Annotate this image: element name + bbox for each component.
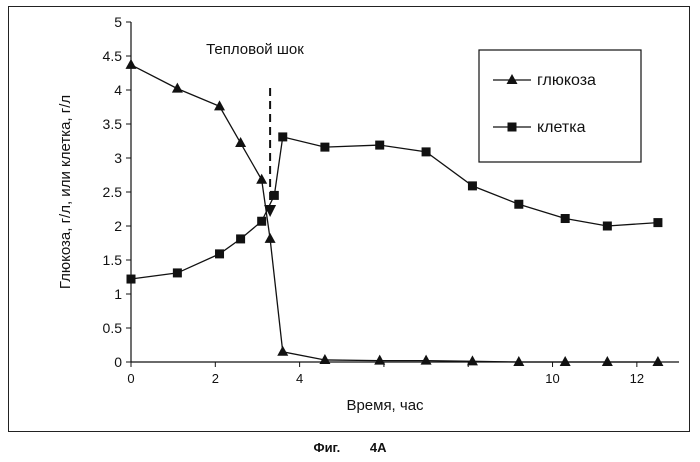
data-point-cells — [467, 181, 477, 191]
y-tick-label: 1 — [114, 286, 122, 302]
y-axis-label: Глюкоза, г/л, или клетка, г/л — [57, 95, 74, 289]
data-point-cells — [236, 234, 246, 244]
y-tick-label: 2 — [114, 218, 122, 234]
data-point-glucose — [256, 173, 268, 184]
annotation-arrowhead — [264, 205, 277, 217]
data-point-cells — [126, 274, 136, 284]
data-point-glucose — [319, 353, 331, 364]
figure-caption: Фиг. 4A — [0, 440, 700, 455]
figure-frame — [8, 6, 690, 432]
figure-caption-number: 4A — [369, 440, 387, 455]
data-point-glucose — [235, 137, 247, 148]
x-tick-label: 4 — [296, 371, 303, 386]
legend-box — [478, 49, 642, 163]
y-tick-label: 1.5 — [103, 252, 123, 268]
y-tick-label: 3.5 — [103, 116, 123, 132]
y-tick-label: 0.5 — [103, 320, 123, 336]
data-point-glucose — [264, 232, 276, 243]
data-point-glucose — [277, 345, 289, 356]
data-point-glucose — [214, 100, 226, 111]
data-point-cells — [269, 190, 279, 200]
y-tick-label: 2.5 — [103, 184, 123, 200]
annotation-label: Тепловой шок — [206, 41, 304, 58]
legend-label: клетка — [537, 119, 586, 136]
x-tick-label: 10 — [545, 371, 559, 386]
data-point-glucose — [171, 82, 183, 93]
data-point-glucose — [125, 58, 137, 69]
data-point-cells — [602, 221, 612, 231]
data-point-cells — [278, 132, 288, 142]
data-point-glucose — [652, 356, 664, 366]
y-tick-label: 5 — [114, 14, 122, 30]
y-tick-label: 3 — [114, 150, 122, 166]
data-point-cells — [560, 214, 570, 224]
data-point-cells — [320, 142, 330, 152]
data-point-glucose — [466, 355, 478, 366]
data-point-cells — [257, 216, 267, 226]
y-tick-label: 4.5 — [103, 48, 123, 64]
legend-marker — [506, 74, 518, 84]
data-point-glucose — [374, 354, 386, 365]
data-point-cells — [653, 218, 663, 228]
data-point-cells — [172, 268, 182, 278]
data-point-glucose — [513, 356, 525, 366]
data-point-cells — [215, 249, 225, 259]
data-point-glucose — [559, 356, 571, 366]
legend-label: глюкоза — [537, 72, 596, 89]
x-axis-label: Время, час — [346, 397, 424, 414]
y-tick-label: 4 — [114, 82, 122, 98]
data-point-cells — [514, 199, 524, 209]
data-point-cells — [375, 140, 385, 150]
legend-marker — [507, 122, 517, 132]
x-tick-label: 12 — [630, 371, 644, 386]
x-tick-label: 2 — [212, 371, 219, 386]
data-point-glucose — [420, 354, 432, 365]
data-point-glucose — [601, 356, 613, 366]
x-tick-label: 0 — [127, 371, 134, 386]
data-point-cells — [421, 147, 431, 157]
y-tick-label: 0 — [114, 354, 122, 370]
figure-caption-word: Фиг. — [313, 440, 341, 455]
